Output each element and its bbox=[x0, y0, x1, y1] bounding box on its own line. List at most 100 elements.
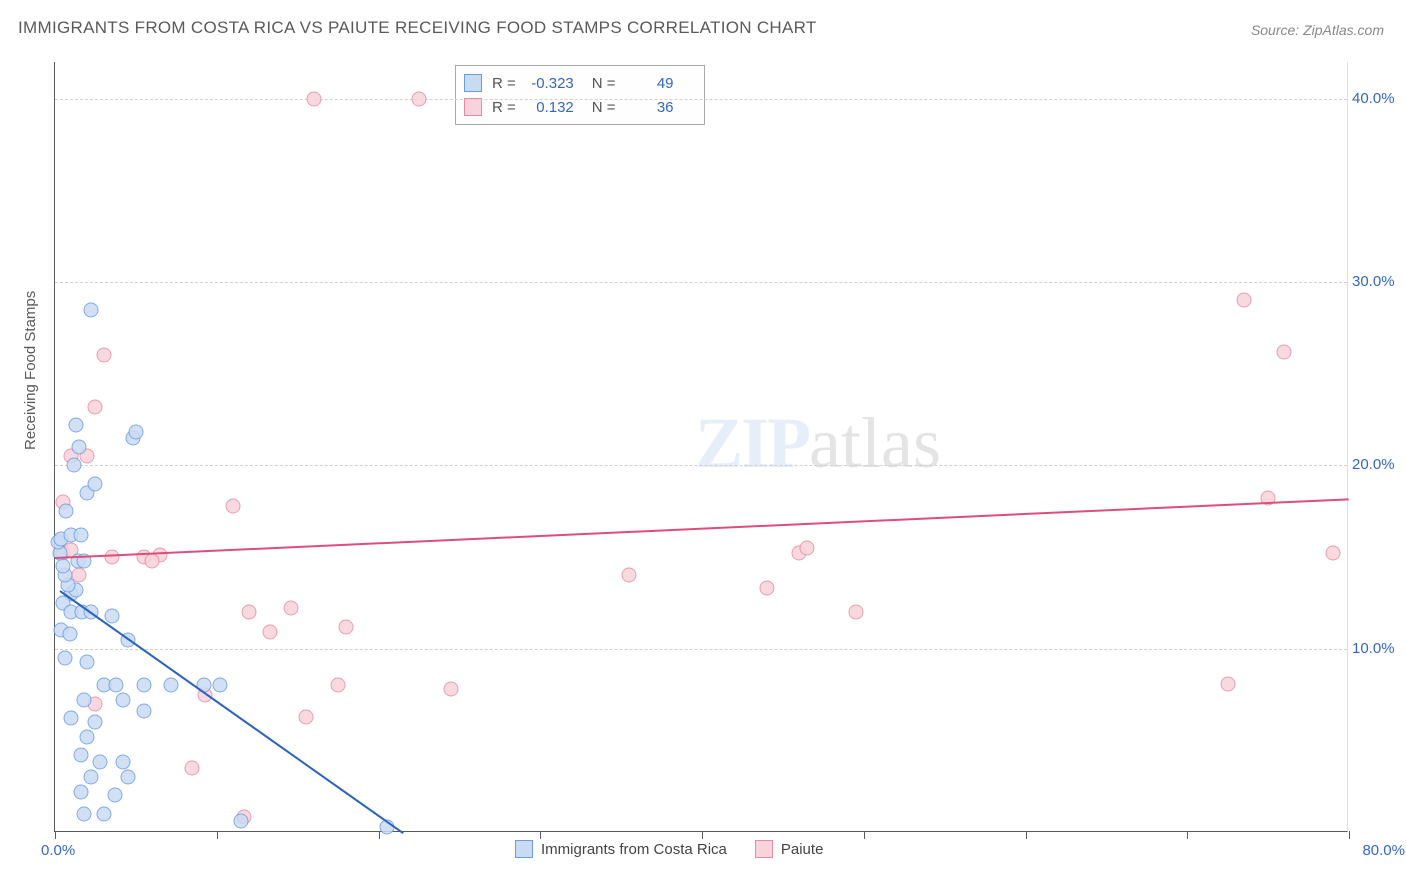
gridline bbox=[55, 465, 1347, 466]
scatter-point-costa-rica bbox=[88, 715, 103, 730]
scatter-point-paiute bbox=[331, 678, 346, 693]
y-tick-label: 40.0% bbox=[1352, 90, 1406, 107]
scatter-point-costa-rica bbox=[73, 784, 88, 799]
scatter-point-paiute bbox=[242, 605, 257, 620]
scatter-point-paiute bbox=[1325, 546, 1340, 561]
scatter-point-paiute bbox=[104, 550, 119, 565]
x-tick bbox=[55, 831, 56, 839]
scatter-point-paiute bbox=[145, 553, 160, 568]
legend-label-series2: Paiute bbox=[781, 841, 824, 858]
scatter-point-paiute bbox=[263, 625, 278, 640]
stats-N-label: N = bbox=[592, 75, 616, 92]
scatter-point-costa-rica bbox=[83, 302, 98, 317]
scatter-point-costa-rica bbox=[72, 440, 87, 455]
scatter-point-costa-rica bbox=[109, 678, 124, 693]
scatter-point-paiute bbox=[800, 540, 815, 555]
scatter-point-costa-rica bbox=[128, 425, 143, 440]
scatter-point-costa-rica bbox=[115, 755, 130, 770]
scatter-point-paiute bbox=[848, 605, 863, 620]
chart-title: IMMIGRANTS FROM COSTA RICA VS PAIUTE REC… bbox=[18, 18, 817, 38]
scatter-point-costa-rica bbox=[96, 806, 111, 821]
gridline bbox=[55, 282, 1347, 283]
legend-swatch-series1 bbox=[464, 74, 482, 92]
x-tick bbox=[379, 831, 380, 839]
scatter-point-costa-rica bbox=[107, 788, 122, 803]
legend-label-series1: Immigrants from Costa Rica bbox=[541, 841, 727, 858]
watermark-part1: ZIP bbox=[695, 403, 809, 483]
y-tick-label: 10.0% bbox=[1352, 640, 1406, 657]
scatter-point-costa-rica bbox=[120, 770, 135, 785]
scatter-correlation-chart: IMMIGRANTS FROM COSTA RICA VS PAIUTE REC… bbox=[0, 0, 1406, 892]
scatter-point-costa-rica bbox=[88, 476, 103, 491]
scatter-point-costa-rica bbox=[57, 650, 72, 665]
watermark: ZIPatlas bbox=[695, 402, 941, 485]
scatter-point-costa-rica bbox=[136, 678, 151, 693]
stats-R-label: R = bbox=[492, 75, 516, 92]
scatter-point-paiute bbox=[622, 568, 637, 583]
scatter-point-costa-rica bbox=[64, 711, 79, 726]
scatter-point-costa-rica bbox=[73, 748, 88, 763]
stats-N-value-series2: 36 bbox=[622, 99, 674, 116]
scatter-point-paiute bbox=[1277, 344, 1292, 359]
legend-item-series2: Paiute bbox=[755, 840, 824, 858]
stats-row-series1: R = -0.323 N = 49 bbox=[464, 71, 692, 95]
scatter-point-costa-rica bbox=[69, 418, 84, 433]
gridline bbox=[55, 99, 1347, 100]
stats-R-value-series1: -0.323 bbox=[522, 75, 574, 92]
stats-R-value-series2: 0.132 bbox=[522, 99, 574, 116]
trendline-paiute bbox=[55, 498, 1349, 559]
scatter-point-costa-rica bbox=[83, 770, 98, 785]
stats-legend: R = -0.323 N = 49 R = 0.132 N = 36 bbox=[455, 65, 705, 125]
scatter-point-paiute bbox=[306, 91, 321, 106]
scatter-point-paiute bbox=[1220, 676, 1235, 691]
scatter-point-paiute bbox=[284, 601, 299, 616]
scatter-point-paiute bbox=[759, 581, 774, 596]
bottom-legend: Immigrants from Costa Rica Paiute bbox=[515, 840, 851, 858]
scatter-point-costa-rica bbox=[73, 528, 88, 543]
x-tick bbox=[864, 831, 865, 839]
scatter-point-costa-rica bbox=[67, 458, 82, 473]
stats-R-label: R = bbox=[492, 99, 516, 116]
x-tick bbox=[217, 831, 218, 839]
scatter-point-costa-rica bbox=[59, 504, 74, 519]
legend-swatch-series2 bbox=[464, 98, 482, 116]
scatter-point-paiute bbox=[1236, 293, 1251, 308]
watermark-part2: atlas bbox=[809, 403, 941, 483]
scatter-point-paiute bbox=[411, 91, 426, 106]
x-axis-max-label: 80.0% bbox=[1362, 842, 1405, 859]
scatter-point-paiute bbox=[444, 682, 459, 697]
scatter-point-costa-rica bbox=[93, 755, 108, 770]
x-axis-min-label: 0.0% bbox=[41, 842, 75, 859]
stats-N-label: N = bbox=[592, 99, 616, 116]
scatter-point-paiute bbox=[339, 619, 354, 634]
x-tick bbox=[540, 831, 541, 839]
scatter-point-costa-rica bbox=[115, 693, 130, 708]
x-tick bbox=[702, 831, 703, 839]
scatter-point-costa-rica bbox=[56, 559, 71, 574]
scatter-point-costa-rica bbox=[136, 704, 151, 719]
scatter-point-paiute bbox=[185, 760, 200, 775]
legend-swatch-series1 bbox=[515, 840, 533, 858]
scatter-point-costa-rica bbox=[212, 678, 227, 693]
stats-N-value-series1: 49 bbox=[622, 75, 674, 92]
scatter-point-costa-rica bbox=[77, 806, 92, 821]
scatter-point-costa-rica bbox=[80, 729, 95, 744]
scatter-point-paiute bbox=[225, 498, 240, 513]
scatter-point-paiute bbox=[298, 709, 313, 724]
scatter-point-paiute bbox=[88, 399, 103, 414]
y-tick-label: 30.0% bbox=[1352, 273, 1406, 290]
y-axis-label: Receiving Food Stamps bbox=[22, 291, 39, 450]
x-tick bbox=[1187, 831, 1188, 839]
x-tick bbox=[1026, 831, 1027, 839]
scatter-point-paiute bbox=[96, 348, 111, 363]
scatter-point-costa-rica bbox=[104, 608, 119, 623]
scatter-point-costa-rica bbox=[80, 654, 95, 669]
x-tick bbox=[1349, 831, 1350, 839]
y-tick-label: 20.0% bbox=[1352, 456, 1406, 473]
legend-item-series1: Immigrants from Costa Rica bbox=[515, 840, 727, 858]
scatter-point-costa-rica bbox=[234, 814, 249, 829]
plot-area: ZIPatlas R = -0.323 N = 49 R = 0.132 N =… bbox=[54, 62, 1348, 832]
scatter-point-costa-rica bbox=[62, 627, 77, 642]
gridline bbox=[55, 649, 1347, 650]
scatter-point-costa-rica bbox=[164, 678, 179, 693]
